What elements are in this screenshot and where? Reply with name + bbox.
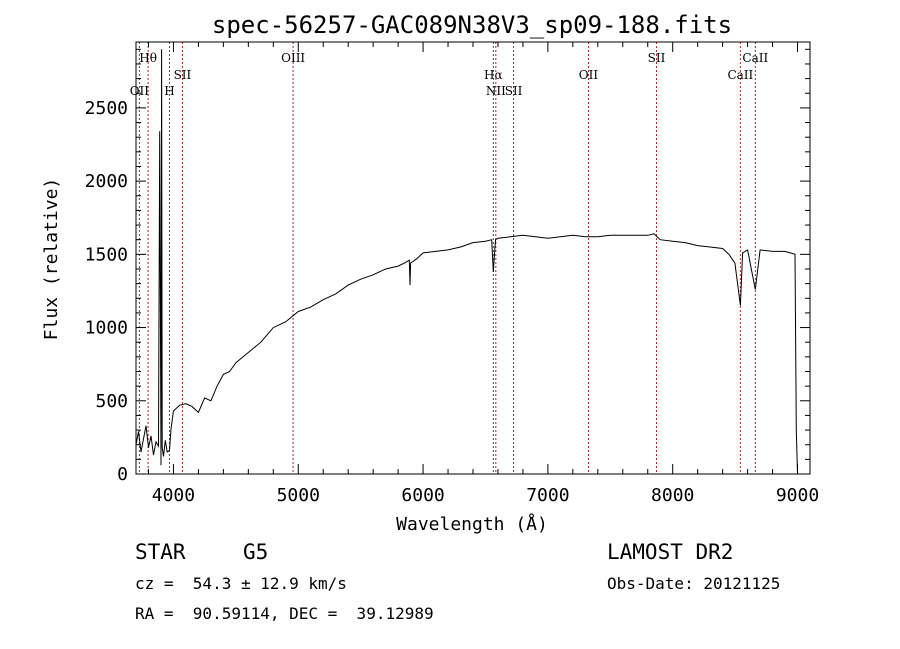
line-marker-label: SII: [648, 51, 666, 65]
object-type: STAR: [135, 540, 186, 564]
line-marker-label: Hθ: [139, 51, 157, 65]
line-marker-label: CaII: [727, 68, 753, 82]
x-tick-label: 7000: [526, 485, 569, 506]
x-tick-label: 4000: [152, 485, 195, 506]
redshift-text: cz = 54.3 ± 12.9 km/s: [135, 574, 347, 593]
y-tick-label: 2000: [85, 171, 128, 192]
coordinates: RA = 90.59114, DEC = 39.12989: [135, 604, 434, 623]
line-marker-label: OIII: [281, 51, 305, 65]
spectrum-line: [135, 49, 798, 475]
y-tick-label: 1000: [85, 318, 128, 339]
plot-frame: [135, 41, 811, 475]
line-marker-label: OII: [130, 84, 150, 98]
line-marker-label: SII: [174, 68, 192, 82]
line-marker-label: SII: [505, 84, 523, 98]
line-marker-label: CaII: [742, 51, 768, 65]
y-tick-label: 500: [95, 391, 128, 412]
line-marker-label: OII: [579, 68, 599, 82]
y-tick-label: 0: [117, 464, 128, 485]
x-tick-label: 9000: [776, 485, 819, 506]
y-axis-label: Flux (relative): [41, 178, 62, 341]
object-subclass: G5: [243, 540, 269, 564]
x-tick-label: 8000: [651, 485, 694, 506]
x-tick-label: 6000: [401, 485, 444, 506]
y-tick-label: 1500: [85, 244, 128, 265]
line-marker-label: Hα: [484, 68, 503, 82]
line-marker-label: H: [164, 84, 174, 98]
obs-date: Obs-Date: 20121125: [607, 574, 781, 593]
line-marker-label: NII: [486, 84, 506, 98]
axis-ticks: 4000 5000 6000 7000 8000 9000 0 500 1000 1500 2000…: [85, 42, 819, 506]
y-tick-label: 2500: [85, 98, 128, 119]
x-axis-label: Wavelength (Å): [396, 513, 548, 535]
chart-title: spec-56257-GAC089N38V3_sp09-188.fits: [212, 11, 732, 39]
x-tick-label: 5000: [277, 485, 320, 506]
survey-name: LAMOST DR2: [607, 540, 734, 564]
